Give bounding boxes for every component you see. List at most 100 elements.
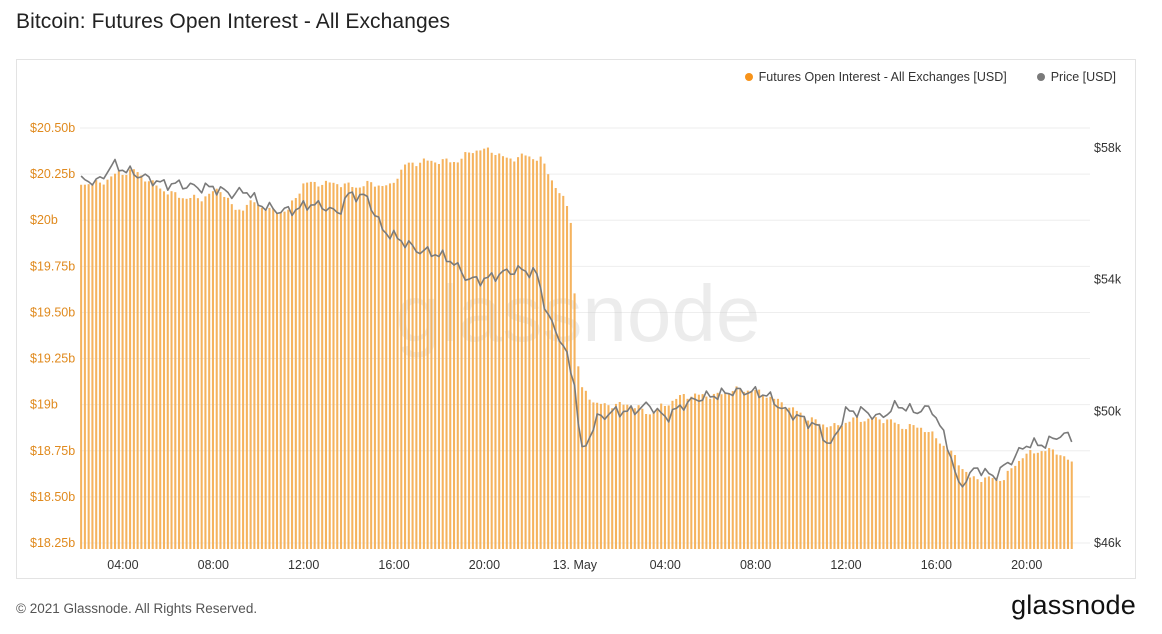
- left-axis-tick-label: $20.25b: [30, 167, 75, 181]
- x-axis-tick-label: 13. May: [553, 558, 598, 572]
- open-interest-bar: [230, 204, 233, 549]
- open-interest-bar: [581, 387, 584, 549]
- open-interest-bar: [336, 184, 339, 549]
- open-interest-bar: [324, 180, 327, 550]
- open-interest-bar: [1025, 453, 1028, 549]
- open-interest-bar: [260, 207, 263, 550]
- open-interest-bar: [170, 191, 173, 549]
- open-interest-bar: [656, 408, 659, 549]
- open-interest-bar: [773, 398, 776, 549]
- open-interest-bar: [159, 188, 162, 550]
- open-interest-bar: [596, 402, 599, 549]
- open-interest-bar: [98, 182, 101, 549]
- open-interest-bar: [419, 162, 422, 549]
- open-interest-bar: [840, 425, 844, 549]
- open-interest-bar: [961, 469, 964, 549]
- open-interest-bar: [701, 394, 704, 549]
- open-interest-bar: [942, 445, 945, 549]
- open-interest-bar: [498, 153, 501, 550]
- open-interest-bar: [1040, 451, 1043, 549]
- open-interest-bar: [1044, 451, 1047, 549]
- open-interest-bar: [219, 192, 222, 549]
- open-interest-bar: [761, 395, 764, 549]
- open-interest-bar: [758, 389, 761, 549]
- right-axis-tick-label: $54k: [1094, 273, 1122, 287]
- open-interest-bar: [999, 480, 1002, 549]
- open-interest-bar: [769, 396, 772, 549]
- open-interest-bar: [196, 198, 199, 549]
- open-interest-bar: [1014, 465, 1017, 549]
- open-interest-bar: [1066, 459, 1070, 549]
- open-interest-bar: [468, 152, 471, 550]
- open-interest-bar: [226, 197, 230, 549]
- glassnode-logo[interactable]: glassnode: [1011, 590, 1136, 620]
- open-interest-bar: [524, 155, 527, 549]
- open-interest-bar: [667, 405, 670, 549]
- open-interest-bar: [588, 399, 591, 549]
- open-interest-bar: [991, 478, 994, 549]
- open-interest-bar: [204, 196, 207, 550]
- open-interest-bar: [825, 427, 828, 549]
- open-interest-bar: [234, 209, 237, 549]
- legend-item-price[interactable]: Price [USD]: [1036, 70, 1116, 84]
- open-interest-bar: [351, 187, 354, 550]
- open-interest-bar: [743, 391, 746, 549]
- open-interest-bar: [765, 397, 768, 549]
- open-interest-bar: [660, 403, 663, 549]
- open-interest-bar: [136, 172, 139, 549]
- open-interest-bar: [242, 210, 245, 549]
- open-interest-bar: [294, 198, 297, 549]
- open-interest-bars: [80, 147, 1073, 550]
- open-interest-bar: [279, 212, 282, 549]
- open-interest-bar: [287, 209, 290, 549]
- left-axis: $18.25b $18.50b $18.75b $19b $19.25b $19.50b $…: [30, 121, 75, 550]
- open-interest-bar: [381, 186, 384, 549]
- open-interest-bar: [1063, 456, 1066, 549]
- open-interest-bar: [132, 169, 135, 549]
- open-interest-bar: [162, 191, 166, 549]
- open-interest-bar: [920, 427, 923, 549]
- open-interest-bar: [565, 205, 569, 550]
- price-line: [80, 158, 1073, 488]
- open-interest-bar: [208, 193, 211, 549]
- open-interest-bar: [257, 204, 260, 549]
- open-interest-bar: [125, 174, 128, 549]
- open-interest-bar: [633, 408, 636, 549]
- legend-label-open-interest: Futures Open Interest - All Exchanges [U…: [758, 70, 1007, 84]
- open-interest-bar: [185, 198, 188, 549]
- chart-frame: [16, 59, 1136, 579]
- open-interest-bar: [80, 184, 83, 549]
- open-interest-bar: [113, 173, 117, 549]
- open-interest-bar: [509, 158, 512, 549]
- open-interest-bar: [856, 416, 859, 549]
- open-interest-bar: [784, 408, 787, 549]
- x-axis-tick-label: 20:00: [1011, 558, 1042, 572]
- open-interest-bar: [754, 389, 757, 549]
- open-interest-bar: [935, 438, 938, 549]
- left-axis-tick-label: $19.75b: [30, 259, 75, 273]
- open-interest-bar: [984, 477, 987, 549]
- open-interest-bar: [584, 390, 587, 549]
- open-interest-bar: [852, 417, 855, 549]
- open-interest-bar: [675, 398, 678, 549]
- open-interest-bar: [799, 412, 802, 549]
- open-interest-bar: [626, 404, 629, 549]
- right-axis-tick-label: $46k: [1094, 536, 1122, 550]
- open-interest-bar: [686, 398, 689, 549]
- open-interest-bar: [705, 396, 708, 549]
- open-interest-bar: [750, 391, 753, 549]
- open-interest-bar: [1048, 448, 1051, 549]
- open-interest-bar: [486, 147, 489, 550]
- open-interest-bar: [893, 422, 896, 549]
- legend-item-open-interest[interactable]: Futures Open Interest - All Exchanges [U…: [744, 70, 1007, 84]
- open-interest-bar: [411, 162, 414, 549]
- open-interest-bar: [121, 174, 124, 549]
- open-interest-bar: [449, 162, 452, 549]
- open-interest-bar: [362, 186, 365, 550]
- legend-label-price: Price [USD]: [1050, 70, 1116, 84]
- watermark: glassnode: [396, 269, 761, 358]
- open-interest-bar: [460, 158, 463, 549]
- open-interest-bar: [904, 429, 908, 549]
- open-interest-bar: [193, 194, 196, 549]
- open-interest-bar: [332, 182, 335, 550]
